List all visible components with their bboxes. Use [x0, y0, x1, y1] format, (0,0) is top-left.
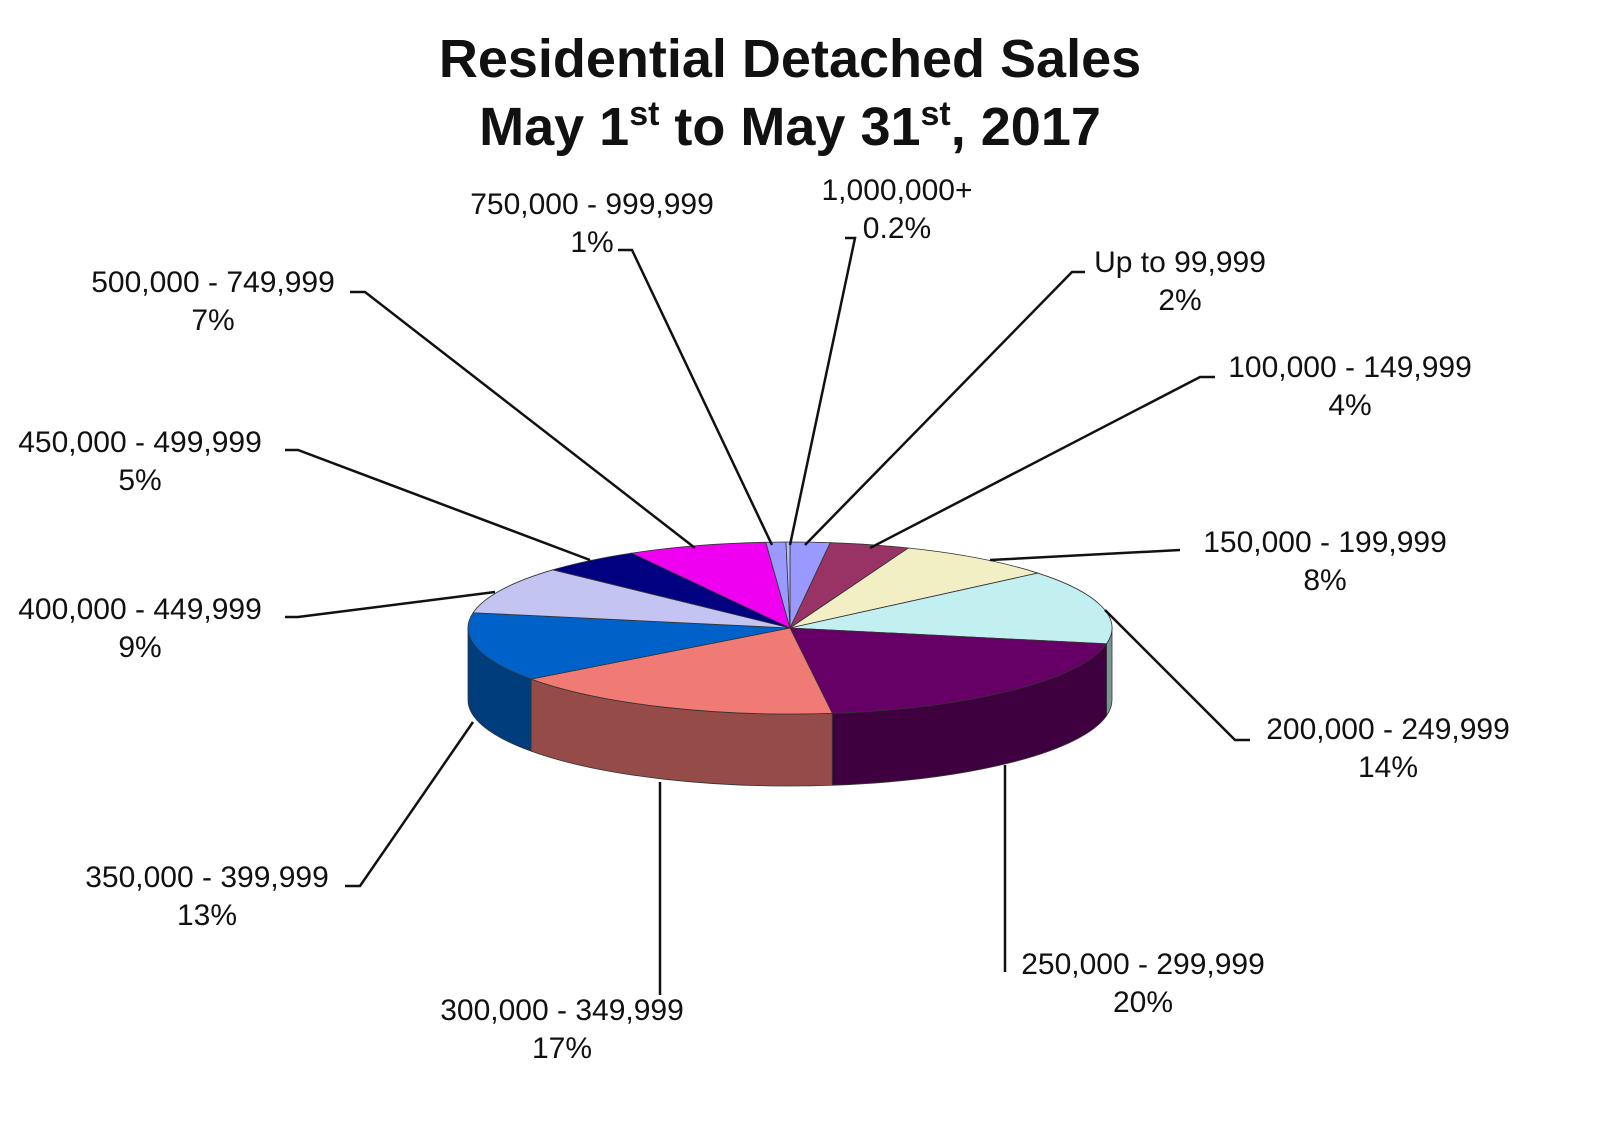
value-label: 14% — [1358, 751, 1418, 784]
slice-label: 450,000 - 499,999 — [18, 426, 262, 459]
slice-label: 200,000 - 249,999 — [1266, 713, 1510, 746]
chart-title: Residential Detached Sales — [439, 29, 1141, 89]
slice-label: 150,000 - 199,999 — [1203, 526, 1447, 559]
slice-label: 350,000 - 399,999 — [85, 861, 329, 894]
value-label: 9% — [118, 631, 161, 664]
leader-line — [804, 270, 1085, 546]
leader-line — [285, 590, 496, 619]
slice-label: 250,000 - 299,999 — [1021, 948, 1265, 981]
slice — [630, 541, 791, 629]
value-label: 1% — [570, 226, 613, 259]
value-label: 7% — [191, 304, 234, 337]
leader-line — [350, 290, 696, 549]
subtitle-part: May 1 — [479, 97, 629, 157]
slice — [467, 612, 791, 680]
slice-label: 100,000 - 149,999 — [1228, 351, 1472, 384]
slice — [789, 627, 1108, 714]
subtitle-part: to May 31 — [659, 97, 920, 157]
slice-label: Up to 99,999 — [1094, 246, 1266, 279]
slice-label: 500,000 - 749,999 — [91, 266, 335, 299]
slice-label: 1,000,000+ — [822, 174, 973, 207]
slice — [789, 572, 1113, 645]
leader-line — [869, 375, 1215, 550]
leader-line — [989, 548, 1181, 562]
value-label: 20% — [1113, 986, 1173, 1019]
value-label: 4% — [1328, 389, 1371, 422]
subtitle-part: , 2017 — [951, 97, 1101, 157]
leader-line — [285, 448, 591, 562]
slice — [472, 569, 791, 629]
slice-label: 400,000 - 449,999 — [18, 593, 262, 626]
subtitle-superscript: st — [629, 95, 659, 133]
leader-line — [618, 248, 774, 546]
value-label: 13% — [177, 899, 237, 932]
leader-line — [788, 236, 857, 546]
leader-line — [345, 721, 475, 888]
slice-label: 300,000 - 349,999 — [440, 994, 684, 1027]
slice-label: 750,000 - 999,999 — [470, 188, 714, 221]
slice — [529, 627, 833, 715]
value-label: 8% — [1303, 564, 1346, 597]
value-label: 2% — [1158, 284, 1201, 317]
leader-line — [1104, 609, 1250, 742]
value-label: 17% — [532, 1032, 592, 1065]
chart-subtitle: May 1st to May 31st, 2017 — [479, 95, 1101, 157]
subtitle-superscript: st — [921, 95, 951, 133]
value-label: 5% — [118, 464, 161, 497]
value-label: 0.2% — [863, 212, 931, 245]
slice — [789, 547, 1040, 629]
